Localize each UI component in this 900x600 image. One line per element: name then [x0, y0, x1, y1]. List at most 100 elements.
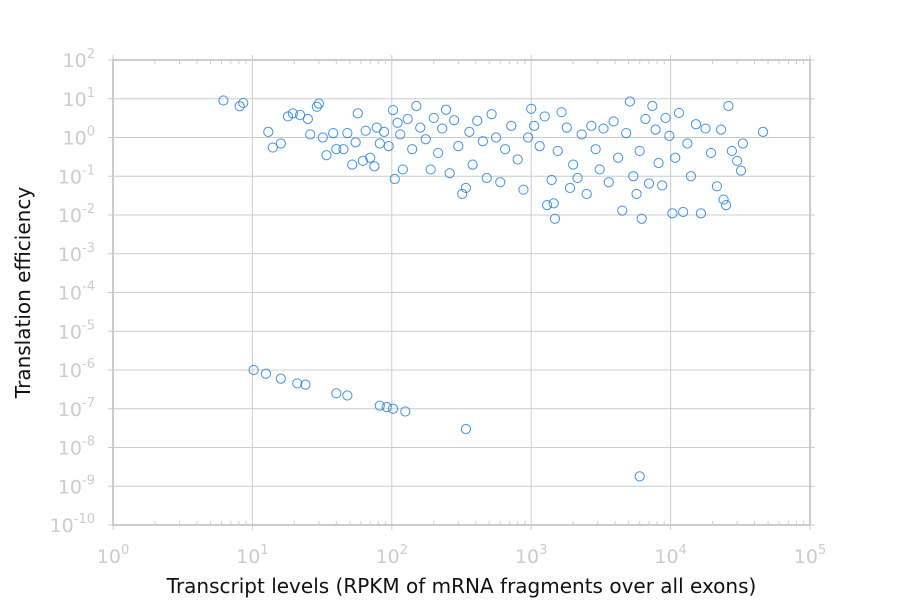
- y-tick-exponent: -7: [82, 396, 95, 411]
- data-point: [267, 142, 278, 153]
- data-points: [218, 95, 769, 482]
- data-point: [548, 198, 559, 209]
- y-tick-exponent: 0: [87, 125, 95, 140]
- data-point: [561, 122, 572, 133]
- data-point: [311, 101, 322, 112]
- data-point: [700, 123, 711, 134]
- data-point: [541, 200, 553, 211]
- data-point: [381, 402, 392, 413]
- y-tick-label: 10-5: [58, 318, 95, 343]
- x-tick-base: 10: [376, 546, 400, 568]
- data-point: [437, 123, 448, 134]
- data-point: [453, 140, 464, 152]
- y-tick-label: 101: [63, 86, 95, 111]
- data-point: [715, 124, 727, 135]
- y-tick-exponent: -1: [82, 163, 95, 178]
- data-point: [275, 138, 286, 149]
- y-tick-base: 10: [58, 205, 82, 227]
- data-point: [350, 137, 361, 148]
- y-tick-label: 10-4: [58, 280, 95, 305]
- y-tick-base: 10: [58, 244, 82, 266]
- data-point: [378, 126, 390, 137]
- data-point: [643, 178, 655, 189]
- y-tick-label: 100: [63, 125, 95, 150]
- y-tick-base: 10: [58, 399, 82, 421]
- x-tick-label: 101: [236, 543, 268, 568]
- data-point: [726, 145, 737, 157]
- y-axis-title: Translation efficiency: [11, 187, 35, 400]
- y-tick-exponent: 1: [87, 86, 95, 101]
- data-point: [305, 129, 316, 140]
- data-point: [568, 159, 579, 170]
- x-tick-exponent: 0: [121, 543, 129, 558]
- x-tick-base: 10: [97, 546, 121, 568]
- data-point: [612, 152, 624, 163]
- y-tick-label: 10-10: [50, 512, 95, 537]
- x-tick-exponent: 2: [400, 543, 408, 558]
- data-point: [512, 154, 523, 165]
- data-point: [682, 138, 693, 149]
- data-point: [628, 171, 639, 182]
- data-point: [357, 155, 368, 166]
- x-tick-label: 100: [97, 543, 129, 568]
- data-point: [647, 100, 658, 112]
- y-tick-base: 10: [58, 283, 82, 305]
- data-point: [415, 122, 426, 133]
- data-point: [425, 164, 436, 175]
- data-point: [464, 126, 475, 137]
- y-tick-labels: 10210110010-110-210-310-410-510-610-710-…: [50, 47, 95, 537]
- data-point: [300, 379, 311, 390]
- data-point: [695, 208, 707, 219]
- data-point: [234, 101, 245, 112]
- data-point: [581, 188, 592, 200]
- data-point: [387, 403, 399, 414]
- data-point: [440, 104, 452, 115]
- y-tick-base: 10: [63, 89, 87, 111]
- data-point: [598, 123, 609, 134]
- data-point: [420, 134, 431, 145]
- data-point: [673, 107, 685, 119]
- data-point: [313, 98, 325, 109]
- data-point: [481, 172, 492, 184]
- data-point: [735, 165, 747, 176]
- data-point: [664, 130, 675, 141]
- x-axis-title: Transcript levels (RPKM of mRNA fragment…: [166, 574, 757, 598]
- data-point: [374, 138, 385, 149]
- data-point: [218, 95, 229, 106]
- y-tick-base: 10: [58, 360, 82, 382]
- data-point: [444, 168, 455, 179]
- data-point: [711, 181, 723, 192]
- data-point: [529, 120, 540, 131]
- data-point: [387, 104, 399, 116]
- data-point: [526, 103, 537, 114]
- data-point: [263, 126, 274, 137]
- data-point: [556, 107, 567, 118]
- data-point: [564, 182, 576, 194]
- data-point: [636, 213, 647, 224]
- x-tick-exponent: 3: [539, 543, 547, 558]
- tick-marks: [108, 55, 815, 530]
- data-point: [690, 119, 702, 130]
- x-tick-labels: 100 101 102 103 104 105: [97, 543, 826, 568]
- data-point: [260, 368, 272, 379]
- data-point: [534, 140, 545, 152]
- data-point: [757, 126, 769, 137]
- data-point: [321, 150, 332, 161]
- data-point: [667, 208, 678, 219]
- data-point: [590, 144, 601, 155]
- data-point: [407, 144, 418, 155]
- x-tick-label: 104: [654, 543, 686, 568]
- data-point: [411, 100, 422, 112]
- y-tick-base: 10: [58, 166, 82, 188]
- data-point: [522, 132, 534, 143]
- data-point: [477, 136, 488, 147]
- y-tick-exponent: -8: [82, 435, 95, 450]
- data-point: [653, 157, 664, 169]
- data-point: [460, 182, 471, 194]
- x-tick-base: 10: [515, 546, 539, 568]
- data-point: [608, 116, 619, 127]
- data-point: [594, 164, 605, 175]
- data-point: [467, 159, 478, 170]
- y-tick-label: 10-3: [58, 241, 95, 266]
